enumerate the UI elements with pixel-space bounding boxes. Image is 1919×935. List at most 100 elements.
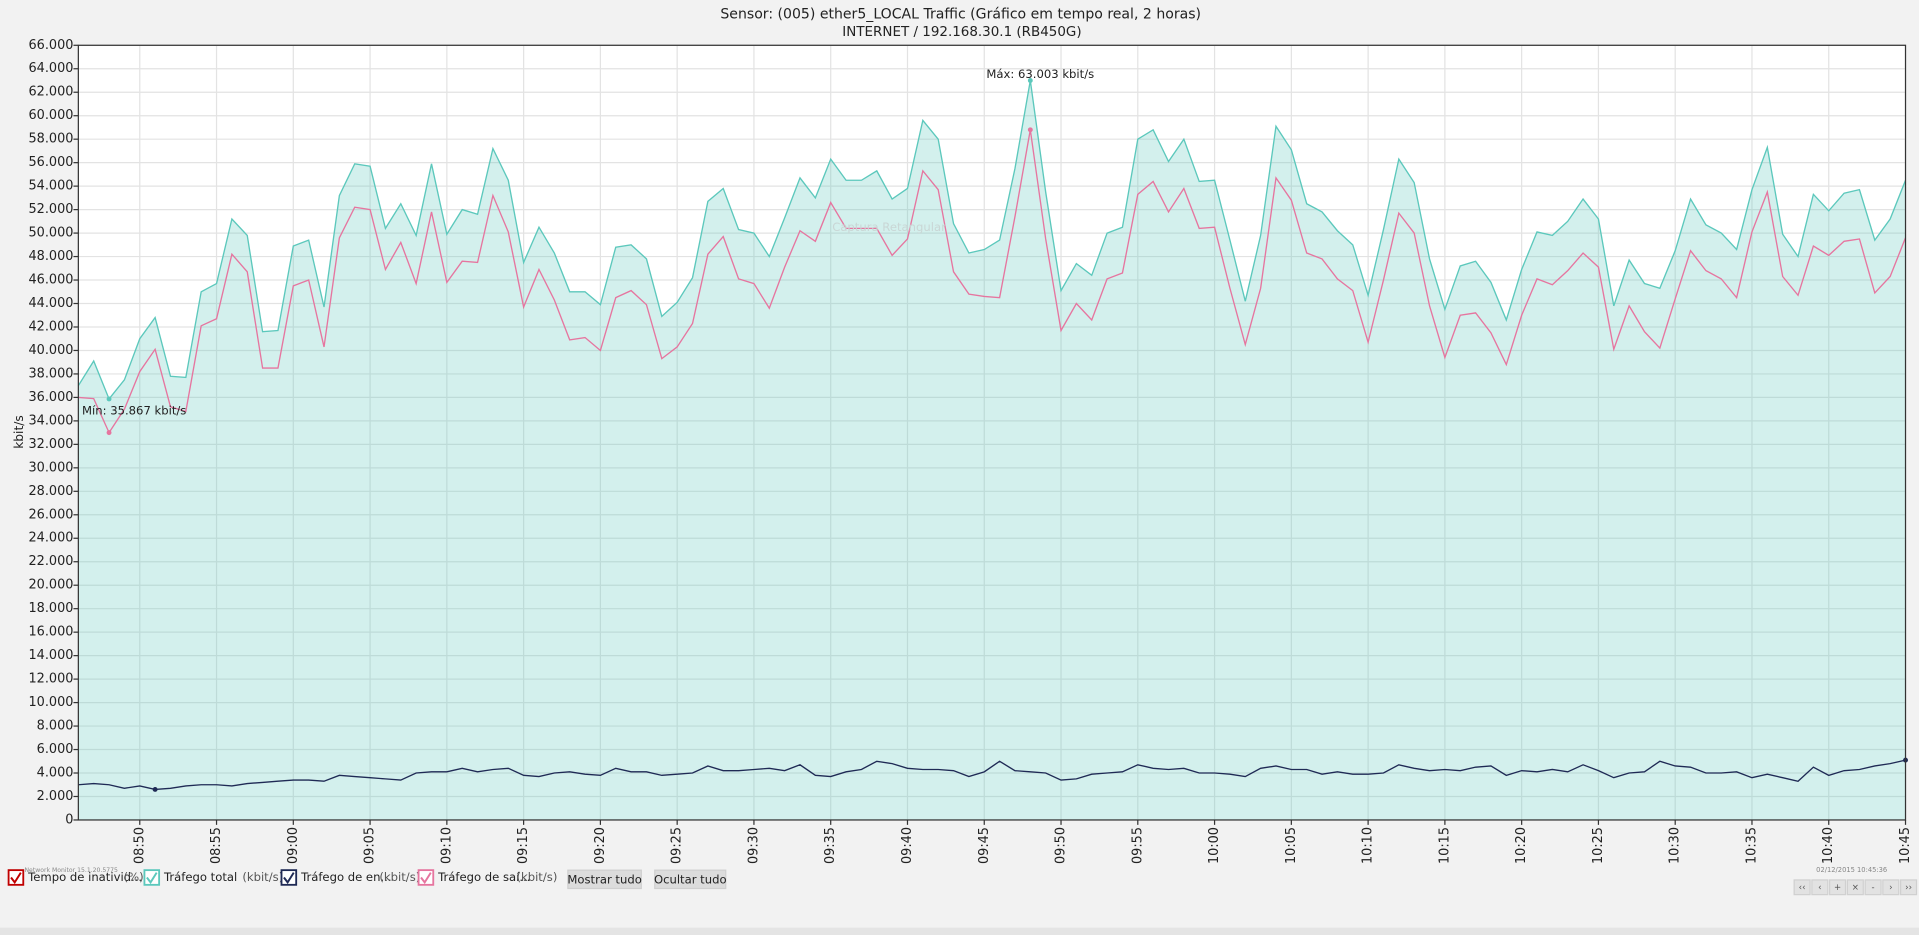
x-tick-label: 10:40 — [1821, 827, 1836, 864]
legend-item[interactable]: Tráfego de en...(kbit/s) — [280, 869, 421, 886]
nav-button[interactable]: + — [1829, 879, 1847, 896]
y-tick-label: 62.000 — [28, 85, 73, 100]
y-tick-label: 26.000 — [28, 507, 73, 522]
y-tick-label: 56.000 — [28, 155, 73, 170]
y-tick-label: 42.000 — [28, 319, 73, 334]
button-label: Ocultar tudo — [654, 872, 727, 886]
button-bg — [567, 869, 642, 890]
y-tick-label: 16.000 — [28, 625, 73, 640]
y-tick-label: 8.000 — [37, 719, 74, 734]
legend-item[interactable]: Tráfego de saí...(kbit/s) — [417, 869, 558, 886]
timestamp: 02/12/2015 10:45:36 — [1816, 866, 1887, 874]
max-annotation: Máx: 63.003 kbit/s — [986, 67, 1094, 81]
legend-unit: (kbit/s) — [379, 870, 420, 884]
nav-button-bg — [1811, 879, 1829, 896]
nav-button[interactable]: - — [1864, 879, 1882, 896]
nav-button-bg — [1793, 879, 1811, 896]
version-text: Network Monitor 15.1.20.5775 — [25, 867, 119, 874]
x-tick-label: 10:35 — [1744, 827, 1759, 864]
y-tick-label: 10.000 — [28, 695, 73, 710]
legend-label: Tráfego de en... — [300, 870, 391, 884]
nav-button-bg — [1882, 879, 1900, 896]
nav-button-label: ›› — [1905, 883, 1912, 893]
checkmark — [146, 872, 158, 885]
y-tick-label: 30.000 — [28, 460, 73, 475]
extreme-point — [106, 430, 112, 436]
y-tick-label: 6.000 — [37, 742, 74, 757]
y-tick-label: 28.000 — [28, 484, 73, 499]
checkmark — [283, 872, 295, 885]
y-tick-label: 20.000 — [28, 578, 73, 593]
marks — [77, 78, 1908, 820]
y-tick-label: 4.000 — [37, 766, 74, 781]
y-tick-label: 58.000 — [28, 132, 73, 147]
legend-unit: (kbit/s) — [242, 870, 283, 884]
y-tick-label: 32.000 — [28, 437, 73, 452]
legend-label: Tráfego de saí... — [437, 870, 530, 884]
hide-all-button[interactable]: Ocultar tudo — [654, 869, 727, 890]
x-tick-label: 09:55 — [1130, 827, 1145, 864]
nav-button[interactable]: ‹‹ — [1793, 879, 1811, 896]
checkbox — [7, 869, 25, 886]
legend-label: Tempo de inativid... — [27, 870, 142, 884]
x-tick-label: 09:20 — [593, 827, 608, 864]
area — [78, 80, 1906, 820]
x-tick-label: 10:30 — [1668, 827, 1683, 864]
checkbox — [417, 869, 435, 886]
y-tick-label: 14.000 — [28, 648, 73, 663]
y-axis-label: kbit/s — [12, 415, 26, 449]
checkbox — [280, 869, 298, 886]
plot-area — [78, 45, 1906, 820]
extreme-point — [1027, 78, 1033, 83]
x-tick-label: 09:30 — [746, 827, 761, 864]
y-tick-label: 66.000 — [28, 38, 73, 53]
x-tick-label: 09:05 — [363, 827, 378, 864]
y-tick-label: 50.000 — [28, 226, 73, 241]
y-tick-label: 24.000 — [28, 531, 73, 546]
button-bg — [654, 869, 727, 890]
legend-unit: (kbit/s) — [516, 870, 557, 884]
x-tick-label: 09:35 — [823, 827, 838, 864]
y-tick-label: 18.000 — [28, 601, 73, 616]
nav-button[interactable]: › — [1882, 879, 1900, 896]
y-tick-label: 22.000 — [28, 554, 73, 569]
y-tick-label: 60.000 — [28, 108, 73, 123]
x-tick-label: 10:15 — [1437, 827, 1452, 864]
x-tick-label: 10:10 — [1361, 827, 1376, 864]
y-tick-label: 36.000 — [28, 390, 73, 405]
extreme-point — [106, 396, 112, 402]
line — [78, 759, 1906, 791]
y-tick-label: 52.000 — [28, 202, 73, 217]
nav-button-bg — [1829, 879, 1847, 896]
min-annotation: Mín: 35.867 kbit/s — [82, 404, 186, 418]
nav-button[interactable]: ‹ — [1811, 879, 1829, 896]
extreme-point — [1027, 127, 1033, 133]
y-tick-label: 40.000 — [28, 343, 73, 358]
extreme-point — [152, 786, 158, 792]
nav-button-label: ‹ — [1818, 883, 1821, 893]
x-tick-label: 10:05 — [1284, 827, 1299, 864]
watermark: Captura Retangular — [832, 220, 946, 234]
line — [77, 80, 1907, 401]
y-tick-label: 12.000 — [28, 672, 73, 687]
nav-button-label: + — [1834, 883, 1841, 893]
legend-unit: (%) — [124, 870, 144, 884]
line — [78, 129, 1907, 435]
x-tick-label: 09:15 — [516, 827, 531, 864]
x-tick-label: 09:45 — [977, 827, 992, 864]
nav-button[interactable]: × — [1846, 879, 1864, 896]
y-tick-label: 34.000 — [28, 413, 73, 428]
x-tick-label: 09:25 — [670, 827, 685, 864]
x-tick-label: 10:25 — [1591, 827, 1606, 864]
nav-button-label: × — [1852, 883, 1859, 893]
button-label: Mostrar tudo — [567, 872, 641, 886]
nav-button-bg — [1846, 879, 1864, 896]
legend-item[interactable]: Tráfego total (kbit/s) — [143, 869, 283, 886]
bottom-bar — [0, 927, 1919, 935]
x-tick-label: 10:00 — [1207, 827, 1222, 864]
show-all-button[interactable]: Mostrar tudo — [567, 869, 642, 890]
legend-item[interactable]: Tempo de inativid...(%) — [7, 869, 144, 886]
nav-button[interactable]: ›› — [1900, 879, 1918, 896]
